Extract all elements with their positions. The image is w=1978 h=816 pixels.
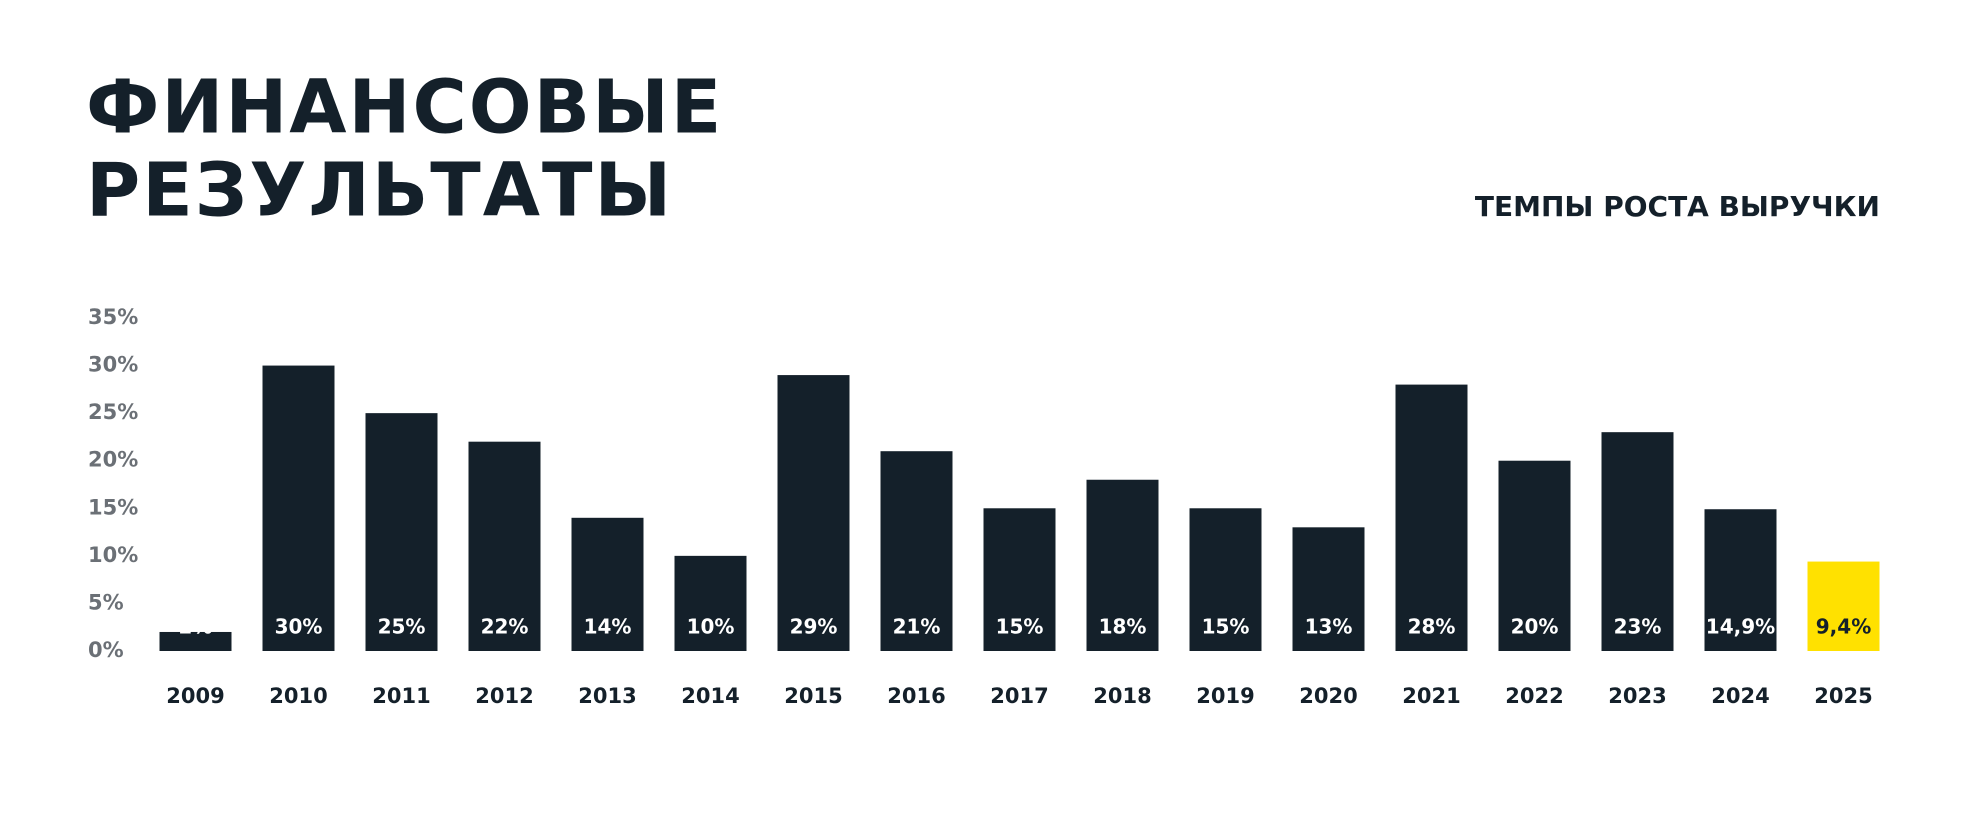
bar <box>159 631 232 651</box>
chart-subtitle: ТЕМПЫ РОСТА ВЫРУЧКИ <box>1475 190 1880 223</box>
x-tick-label: 2014 <box>681 684 739 708</box>
y-tick-label: 20% <box>88 448 138 472</box>
bar <box>880 451 953 651</box>
bar <box>1807 561 1880 651</box>
value-label: 20% <box>1511 615 1559 639</box>
x-tick-label: 2019 <box>1196 684 1254 708</box>
y-tick-label: 35% <box>88 305 138 329</box>
bar <box>1292 527 1365 651</box>
value-label: 14,9% <box>1706 615 1775 639</box>
bar <box>983 508 1056 651</box>
bar <box>1498 460 1571 651</box>
bar <box>262 365 335 651</box>
x-tick-label: 2013 <box>578 684 636 708</box>
chart-title: РЕЗУЛЬТАТЫ <box>86 148 673 234</box>
value-label: 14% <box>584 615 632 639</box>
value-label: 29% <box>790 615 838 639</box>
value-label: 28% <box>1408 615 1456 639</box>
x-tick-label: 2012 <box>475 684 533 708</box>
x-tick-label: 2024 <box>1711 684 1769 708</box>
value-label: 15% <box>1202 615 1250 639</box>
bar <box>777 375 850 651</box>
bar <box>674 555 747 651</box>
x-tick-label: 2016 <box>887 684 945 708</box>
bar <box>1704 509 1777 651</box>
bar <box>571 517 644 651</box>
x-tick-label: 2023 <box>1608 684 1666 708</box>
value-label: 18% <box>1099 615 1147 639</box>
bar <box>1601 432 1674 651</box>
y-tick-label: 25% <box>88 400 138 424</box>
value-label: 15% <box>996 615 1044 639</box>
value-label: 23% <box>1614 615 1662 639</box>
bar <box>1086 479 1159 651</box>
bar <box>1395 384 1468 651</box>
value-label: 9,4% <box>1816 615 1871 639</box>
x-tick-label: 2022 <box>1505 684 1563 708</box>
y-tick-label: 5% <box>88 590 124 614</box>
value-label: 30% <box>275 615 323 639</box>
x-tick-label: 2010 <box>269 684 327 708</box>
chart-title: ФИНАНСОВЫЕ <box>86 65 723 151</box>
x-tick-label: 2015 <box>784 684 842 708</box>
y-tick-label: 15% <box>88 495 138 519</box>
x-tick-label: 2020 <box>1299 684 1357 708</box>
y-tick-label: 30% <box>88 353 138 377</box>
value-label: 22% <box>481 615 529 639</box>
x-tick-label: 2021 <box>1402 684 1460 708</box>
bar <box>1189 508 1262 651</box>
x-tick-label: 2025 <box>1814 684 1872 708</box>
value-label: 21% <box>893 615 941 639</box>
x-tick-label: 2011 <box>372 684 430 708</box>
value-label: 2% <box>179 615 213 639</box>
y-tick-label: 0% <box>88 638 124 662</box>
y-tick-label: 10% <box>88 543 138 567</box>
x-tick-label: 2017 <box>990 684 1048 708</box>
value-label: 13% <box>1305 615 1353 639</box>
bar <box>365 413 438 651</box>
bar <box>468 441 541 651</box>
value-label: 10% <box>687 615 735 639</box>
x-tick-label: 2009 <box>166 684 224 708</box>
x-tick-label: 2018 <box>1093 684 1151 708</box>
value-label: 25% <box>378 615 426 639</box>
